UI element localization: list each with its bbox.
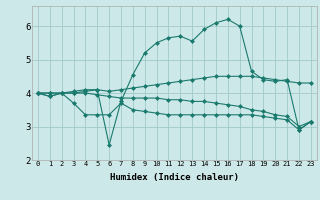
X-axis label: Humidex (Indice chaleur): Humidex (Indice chaleur) bbox=[110, 173, 239, 182]
